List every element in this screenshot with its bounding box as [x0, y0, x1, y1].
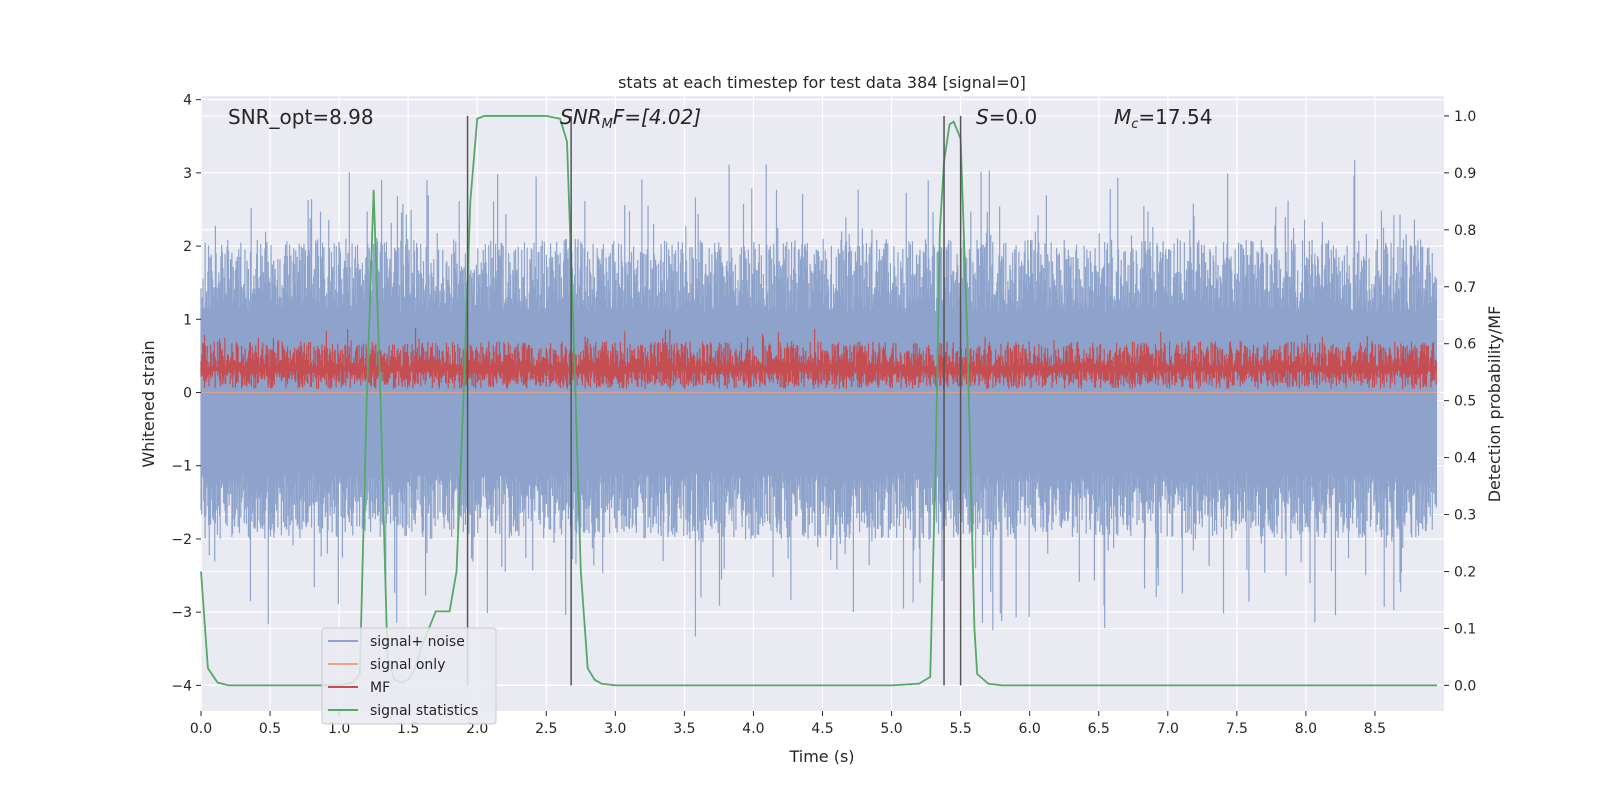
y-right-tick-label: 0.2	[1454, 564, 1476, 580]
y-tick-label: 2	[183, 239, 192, 255]
y-right-tick-label: 0.6	[1454, 337, 1476, 353]
y-tick-label: −1	[171, 459, 192, 475]
y-right-tick-label: 0.3	[1454, 508, 1476, 524]
x-tick-label: 6.0	[1019, 721, 1041, 737]
y-right-tick-label: 0.7	[1454, 280, 1476, 296]
y-tick-label: 1	[183, 312, 192, 328]
y-right-tick-label: 0.8	[1454, 223, 1476, 239]
y-right-tick-label: 0.9	[1454, 166, 1476, 182]
x-tick-label: 0.0	[190, 721, 212, 737]
x-tick-label: 0.5	[259, 721, 281, 737]
y-right-tick-label: 0.1	[1454, 621, 1476, 637]
annotation-snr-mf-main: SNR	[560, 105, 602, 129]
legend-label-mf: MF	[370, 680, 390, 696]
mf-line	[200, 328, 1437, 389]
y-right-tick-label: 0.4	[1454, 451, 1476, 467]
annotation-snr-mf-f: F=[4.02]	[613, 105, 701, 129]
annotation-mc-sub: c	[1131, 117, 1138, 132]
x-tick-label: 2.0	[466, 721, 488, 737]
y-tick-label: −2	[171, 532, 192, 548]
x-tick-label: 3.0	[604, 721, 626, 737]
legend-label-signal-only: signal only	[370, 657, 445, 673]
x-tick-label: 4.5	[811, 721, 833, 737]
x-tick-label: 5.5	[949, 721, 971, 737]
legend: signal+ noise signal only MF signal stat…	[321, 627, 497, 725]
signal-statistics-line	[200, 115, 1438, 687]
y-axis-label: Whitened strain	[139, 340, 158, 467]
x-tick-label: 2.5	[535, 721, 557, 737]
x-tick-label: 3.5	[673, 721, 695, 737]
y-tick-label: 4	[183, 93, 192, 109]
vertical-markers	[466, 115, 962, 686]
annotation-mc-rest: =17.54	[1138, 105, 1212, 129]
y-tick-label: −3	[171, 605, 192, 621]
annotation-snr-mf-sub: M	[602, 117, 613, 132]
x-tick-label: 7.0	[1157, 721, 1179, 737]
x-tick-label: 1.5	[397, 721, 419, 737]
mf-series	[200, 328, 1437, 389]
y-tick-label: −4	[171, 678, 192, 694]
annotation-snr-mf: SNRMF=[4.02]	[560, 105, 701, 132]
x-ticks: 0.0 0.5 1.0 1.5 2.0 2.5 3.0 3.5 4.0 4.5 5.0 5.5 6.0 6…	[190, 711, 1386, 737]
legend-label-signal-noise: signal+ noise	[370, 634, 465, 650]
y-right-ticks: 1.0 0.9 0.8 0.7 0.6 0.5 0.4 0.3 0.2 0.1 0.0	[1444, 109, 1476, 694]
legend-label-signal-statistics: signal statistics	[370, 703, 478, 719]
annotation-mc-main: M	[1114, 105, 1131, 129]
signal-statistics-series	[200, 115, 1438, 687]
annotation-s-main: S	[976, 105, 989, 129]
y-right-tick-label: 0.0	[1454, 678, 1476, 694]
y-tick-label: 3	[183, 166, 192, 182]
x-tick-label: 7.5	[1226, 721, 1248, 737]
x-tick-label: 1.0	[328, 721, 350, 737]
y-right-axis-label: Detection probability/MF	[1485, 306, 1504, 503]
annotation-s: S=0.0	[976, 105, 1037, 129]
x-tick-label: 4.0	[742, 721, 764, 737]
x-tick-label: 8.0	[1295, 721, 1317, 737]
chart-title: stats at each timestep for test data 384…	[618, 73, 1026, 92]
x-tick-label: 5.0	[880, 721, 902, 737]
annotation-s-rest: =0.0	[989, 105, 1038, 129]
x-axis-label: Time (s)	[788, 747, 854, 766]
y-ticks: 4 3 2 1 0 −1 −2 −3 −4	[171, 93, 201, 694]
y-right-tick-label: 1.0	[1454, 109, 1476, 125]
x-tick-label: 6.5	[1088, 721, 1110, 737]
y-right-tick-label: 0.5	[1454, 394, 1476, 410]
annotation-mc: Mc=17.54	[1114, 105, 1212, 132]
annotation-snr-opt: SNR_opt=8.98	[228, 105, 374, 129]
y-tick-label: 0	[183, 386, 192, 402]
x-tick-label: 8.5	[1364, 721, 1386, 737]
legend-box	[321, 627, 497, 725]
